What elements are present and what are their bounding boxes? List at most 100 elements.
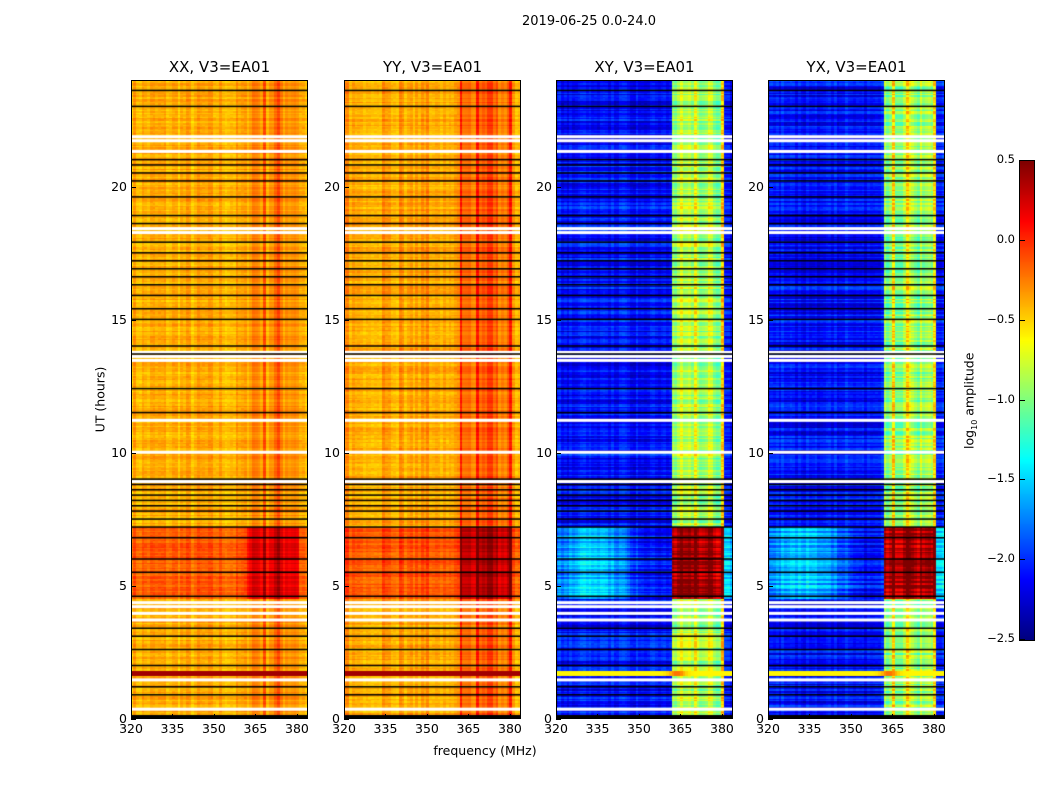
x-tick-mark bbox=[426, 714, 428, 719]
x-tick-label: 365 bbox=[456, 721, 481, 736]
y-tick-mark bbox=[131, 452, 136, 454]
y-tick-mark bbox=[556, 452, 561, 454]
panel-title: XY, V3=EA01 bbox=[594, 58, 695, 76]
x-tick-label: 365 bbox=[243, 721, 268, 736]
x-tick-mark bbox=[172, 714, 174, 719]
y-tick-mark bbox=[344, 319, 349, 321]
y-tick-mark bbox=[556, 319, 561, 321]
y-tick-mark bbox=[556, 585, 561, 587]
figure-title: 2019-06-25 0.0-24.0 bbox=[522, 14, 656, 29]
y-tick-label: 15 bbox=[748, 311, 764, 327]
x-tick-label: 320 bbox=[119, 721, 143, 736]
x-tick-mark bbox=[344, 714, 345, 719]
y-tick-label: 10 bbox=[324, 444, 340, 460]
x-tick-mark bbox=[892, 714, 894, 719]
y-tick-label: 5 bbox=[119, 577, 127, 593]
colorbar-tick-label: 0.0 bbox=[996, 231, 1015, 246]
x-tick-label: 350 bbox=[202, 721, 226, 736]
y-tick-label: 5 bbox=[544, 577, 552, 593]
x-tick-mark bbox=[809, 714, 811, 719]
y-tick-label: 20 bbox=[324, 178, 340, 194]
x-tick-mark bbox=[850, 714, 852, 719]
x-tick-mark bbox=[721, 714, 723, 719]
panel-yy: YY, V3=EA01 320 335 350 365 380 0 5 10 15 20 bbox=[324, 58, 522, 736]
x-tick-mark bbox=[468, 714, 470, 719]
y-tick-label: 15 bbox=[111, 311, 127, 327]
y-tick-mark bbox=[768, 585, 773, 587]
y-tick-mark bbox=[131, 585, 136, 587]
panel-xy: XY, V3=EA01 320 335 350 365 380 0 5 10 15 20 bbox=[536, 58, 734, 736]
x-tick-label: 380 bbox=[498, 721, 522, 736]
colorbar-tick-label: −2.5 bbox=[987, 631, 1015, 645]
y-tick-label: 0 bbox=[756, 711, 764, 726]
y-tick-mark bbox=[131, 186, 136, 188]
panel-title: YY, V3=EA01 bbox=[382, 58, 483, 76]
colorbar-tick-mark bbox=[1020, 160, 1025, 161]
colorbar bbox=[1019, 160, 1035, 641]
colorbar-tick-mark bbox=[1020, 239, 1025, 241]
colorbar-tick-mark bbox=[1020, 319, 1025, 321]
x-tick-label: 320 bbox=[544, 721, 568, 736]
heatmap bbox=[556, 80, 733, 719]
y-tick-mark bbox=[344, 452, 349, 454]
x-tick-mark bbox=[385, 714, 387, 719]
colorbar-tick-label: −2.0 bbox=[987, 551, 1015, 566]
x-tick-label: 350 bbox=[415, 721, 439, 736]
x-tick-label: 365 bbox=[668, 721, 693, 736]
y-axis-label: UT (hours) bbox=[92, 366, 108, 433]
x-tick-label: 350 bbox=[627, 721, 651, 736]
y-tick-mark bbox=[131, 319, 136, 321]
x-tick-mark bbox=[556, 714, 557, 719]
colorbar-tick-label: −0.5 bbox=[987, 311, 1015, 326]
y-tick-mark bbox=[344, 186, 349, 188]
panel-yx: YX, V3=EA01 320 335 350 365 380 0 5 10 15 20 bbox=[748, 58, 946, 736]
x-tick-label: 365 bbox=[880, 721, 905, 736]
panel-title: XX, V3=EA01 bbox=[168, 58, 271, 76]
y-tick-label: 10 bbox=[748, 444, 764, 460]
y-tick-mark bbox=[556, 186, 561, 188]
y-tick-label: 0 bbox=[332, 711, 340, 726]
x-tick-label: 380 bbox=[922, 721, 946, 736]
y-tick-label: 0 bbox=[544, 711, 552, 726]
x-tick-mark bbox=[597, 714, 599, 719]
y-tick-label: 20 bbox=[111, 178, 127, 194]
x-tick-mark bbox=[509, 714, 511, 719]
panel-xx: XX, V3=EA01 320 335 350 365 380 0 5 10 15 20 bbox=[111, 58, 309, 736]
y-tick-label: 20 bbox=[748, 178, 764, 194]
y-tick-label: 0 bbox=[119, 711, 127, 726]
x-tick-label: 320 bbox=[332, 721, 356, 736]
x-tick-mark bbox=[933, 714, 935, 719]
y-tick-mark bbox=[768, 319, 773, 321]
y-tick-mark bbox=[768, 719, 773, 720]
y-tick-label: 5 bbox=[756, 577, 764, 593]
y-tick-label: 10 bbox=[111, 444, 127, 460]
x-tick-label: 380 bbox=[285, 721, 309, 736]
x-tick-mark bbox=[768, 714, 769, 719]
y-tick-mark bbox=[556, 719, 561, 720]
y-tick-mark bbox=[344, 585, 349, 587]
colorbar-tick-mark bbox=[1020, 479, 1025, 481]
y-tick-label: 5 bbox=[332, 577, 340, 593]
y-tick-label: 20 bbox=[536, 178, 552, 194]
x-tick-label: 335 bbox=[797, 721, 822, 736]
y-tick-label: 15 bbox=[324, 311, 340, 327]
x-tick-mark bbox=[296, 714, 298, 719]
y-tick-mark bbox=[768, 186, 773, 188]
colorbar-tick-mark bbox=[1020, 639, 1025, 640]
x-axis-label: frequency (MHz) bbox=[433, 743, 537, 758]
colorbar-tick-mark bbox=[1020, 559, 1025, 561]
heatmap bbox=[344, 80, 521, 719]
x-tick-mark bbox=[680, 714, 682, 719]
x-tick-mark bbox=[213, 714, 215, 719]
x-tick-label: 335 bbox=[373, 721, 398, 736]
x-tick-mark bbox=[131, 714, 132, 719]
colorbar-tick-label: −1.0 bbox=[987, 391, 1015, 406]
y-tick-mark bbox=[344, 719, 349, 720]
x-tick-mark bbox=[638, 714, 640, 719]
x-tick-label: 320 bbox=[756, 721, 780, 736]
y-tick-label: 10 bbox=[536, 444, 552, 460]
x-tick-label: 350 bbox=[839, 721, 863, 736]
y-tick-mark bbox=[131, 719, 136, 720]
x-tick-label: 335 bbox=[585, 721, 610, 736]
